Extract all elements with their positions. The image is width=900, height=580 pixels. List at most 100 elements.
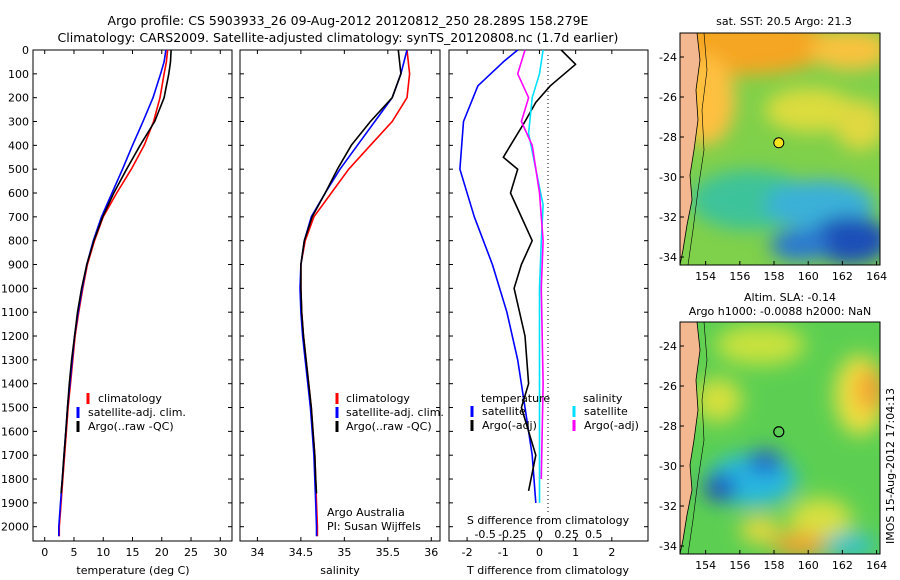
temperature-x-label: temperature (deg C) — [76, 564, 189, 577]
sla-land — [680, 322, 701, 554]
sst-land — [680, 33, 701, 265]
x-tick-label: 34.5 — [289, 546, 314, 559]
legend-label-t-argo: Argo(-adj) — [482, 419, 537, 432]
sst-latitude-ticks: -24 -26 -28 -30 -32 -34 — [659, 51, 684, 264]
sla-cyan-se — [824, 533, 876, 554]
t-difference-axis-ticks: -2 -1 0 1 2 — [462, 50, 615, 559]
t-difference-label: T difference from climatology — [466, 564, 629, 577]
y-tick-label: 800 — [8, 235, 29, 248]
sst-cold-s — [770, 229, 830, 261]
lat-tick-label: -32 — [659, 211, 677, 224]
series-line — [60, 49, 172, 494]
sla-field — [680, 322, 880, 554]
y-tick-label: 400 — [8, 139, 29, 152]
series-line — [300, 49, 411, 537]
sla-map-subtitle: Argo h1000: -0.0088 h2000: NaN — [689, 305, 872, 318]
sst-map-frame — [679, 32, 881, 266]
y-tick-label: 300 — [8, 116, 29, 129]
lat-tick-label: -32 — [659, 500, 677, 513]
y-tick-label: 1500 — [1, 402, 29, 415]
lon-tick-label: 160 — [798, 270, 819, 283]
salinity-x-label: salinity — [320, 564, 360, 577]
series-line — [299, 49, 408, 537]
lat-tick-label: -24 — [659, 51, 677, 64]
y-tick-label: 900 — [8, 259, 29, 272]
y-tick-label: 1900 — [1, 497, 29, 510]
lon-tick-label: 156 — [729, 559, 750, 572]
y-tick-label: 1200 — [1, 330, 29, 343]
x-tick-label: -1 — [498, 546, 509, 559]
lat-tick-label: -28 — [659, 131, 677, 144]
header-line-2: Climatology: CARS2009. Satellite-adjuste… — [58, 30, 619, 45]
temperature-series — [57, 49, 172, 537]
lon-tick-label: 158 — [764, 270, 785, 283]
x-tick-label: 15 — [126, 546, 140, 559]
difference-panel: -2 -1 0 1 2 -0.5 -0.25 0 0.25 0.5 temperature sa… — [448, 49, 649, 577]
legend-label-satellite: satellite-adj. clim. — [346, 406, 444, 419]
y-tick-label: 600 — [8, 187, 29, 200]
lat-tick-label: -30 — [659, 171, 677, 184]
y-tick-label: 1400 — [1, 378, 29, 391]
s-difference-label: S difference from climatology — [467, 514, 630, 527]
x2-tick-label: -0.25 — [498, 528, 526, 541]
x2-tick-label: -0.5 — [474, 528, 495, 541]
x-tick-label: 10 — [96, 546, 110, 559]
sla-blue-eddy-1 — [704, 474, 736, 502]
imos-timestamp: IMOS 15-Aug-2012 17:04:13 — [884, 388, 897, 544]
salinity-plot-frame — [239, 49, 441, 542]
lon-tick-label: 162 — [832, 559, 853, 572]
lat-tick-label: -26 — [659, 380, 677, 393]
y-tick-label: 1600 — [1, 425, 29, 438]
series-line — [516, 49, 544, 480]
y-tick-label: 0 — [22, 44, 29, 57]
series-line — [502, 49, 577, 492]
x-tick-label: 30 — [213, 546, 227, 559]
y-tick-label: 200 — [8, 92, 29, 105]
lat-tick-label: -34 — [659, 251, 677, 264]
header-line-1: Argo profile: CS 5903933_26 09-Aug-2012 … — [108, 13, 589, 28]
lat-tick-label: -30 — [659, 460, 677, 473]
x-tick-label: 35 — [337, 546, 351, 559]
series-line — [459, 49, 537, 503]
lon-tick-label: 164 — [866, 270, 887, 283]
sst-float-marker — [773, 137, 785, 149]
lon-tick-label: 154 — [695, 270, 716, 283]
difference-plot-frame — [448, 49, 649, 542]
x-tick-label: 35.5 — [376, 546, 401, 559]
sst-cold-se — [810, 216, 880, 264]
sst-longitude-ticks: 154 156 158 160 162 164 — [695, 261, 887, 283]
x-tick-label: -2 — [462, 546, 473, 559]
sst-field — [680, 33, 880, 265]
salinity-axis-ticks: 34 34.5 35 35.5 36 — [250, 50, 438, 559]
lon-tick-label: 154 — [695, 559, 716, 572]
sst-warm-ne — [810, 33, 880, 70]
temperature-panel: 0100200300400500600700800900100011001200… — [1, 44, 648, 577]
legend-label-argo: Argo(..raw -QC) — [88, 420, 174, 433]
x2-tick-label: 0.25 — [554, 528, 579, 541]
sst-blobs — [680, 33, 880, 264]
x-tick-label: 20 — [155, 546, 169, 559]
x-tick-label: 36 — [424, 546, 438, 559]
lat-tick-label: -26 — [659, 91, 677, 104]
y-tick-label: 1100 — [1, 306, 29, 319]
lon-tick-label: 162 — [832, 270, 853, 283]
sla-longitude-ticks: 154 156 158 160 162 164 — [695, 550, 887, 572]
x-tick-label: 5 — [70, 546, 77, 559]
y-tick-label: 1800 — [1, 473, 29, 486]
x-tick-label: 34 — [250, 546, 264, 559]
sla-shelf-contour — [687, 322, 708, 554]
sla-latitude-ticks: -24 -26 -28 -30 -32 -34 — [659, 340, 684, 553]
sla-orange-e — [856, 368, 880, 412]
sla-map-panel: Altim. SLA: -0.14 Argo h1000: -0.0088 h2… — [659, 291, 887, 572]
sst-map-title: sat. SST: 20.5 Argo: 21.3 — [716, 15, 852, 28]
y-tick-label: 500 — [8, 163, 29, 176]
sla-blobs — [694, 325, 880, 554]
x-tick-label: 0 — [41, 546, 48, 559]
series-line — [527, 49, 544, 503]
lat-tick-label: -24 — [659, 340, 677, 353]
sst-shelf-contour — [687, 33, 708, 265]
credit-pi: PI: Susan Wijffels — [327, 520, 421, 533]
legend-heading-temperature: temperature — [481, 392, 550, 405]
sst-yellow-mid — [765, 88, 855, 132]
